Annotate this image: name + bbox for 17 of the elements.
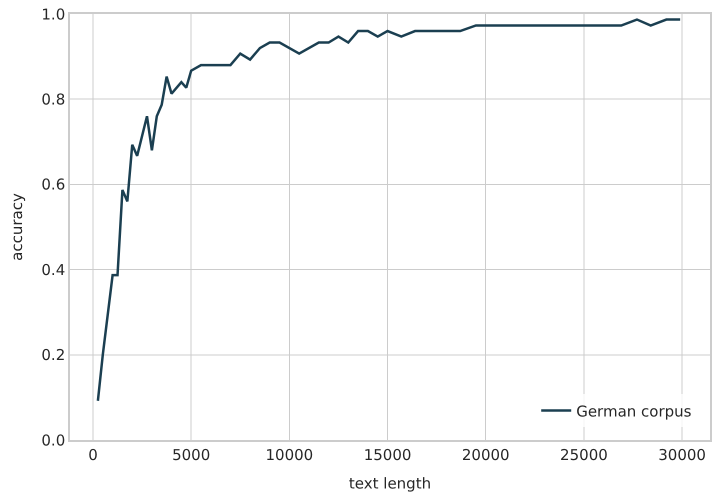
y-axis-title: accuracy: [8, 193, 26, 261]
legend-label: German corpus: [576, 402, 692, 420]
x-tick-label: 10000: [266, 446, 314, 464]
y-tick-label: 1.0: [41, 5, 66, 24]
x-tick-label: 15000: [364, 446, 412, 464]
x-tick-label: 25000: [560, 446, 608, 464]
y-tick-label: 0.4: [41, 260, 66, 279]
x-axis-title: text length: [348, 474, 432, 492]
x-tick-label: 20000: [462, 446, 510, 464]
y-tick-label: 0.6: [41, 176, 66, 194]
y-tick-label: 0.2: [41, 346, 66, 364]
x-tick-label: 5000: [172, 446, 210, 464]
line-series: [96, 18, 682, 402]
x-tick-label: 0: [88, 446, 98, 464]
x-tick-label: 30000: [658, 446, 706, 464]
y-tick-label: 0.0: [41, 431, 66, 450]
y-tick-label: 0.8: [41, 90, 66, 108]
